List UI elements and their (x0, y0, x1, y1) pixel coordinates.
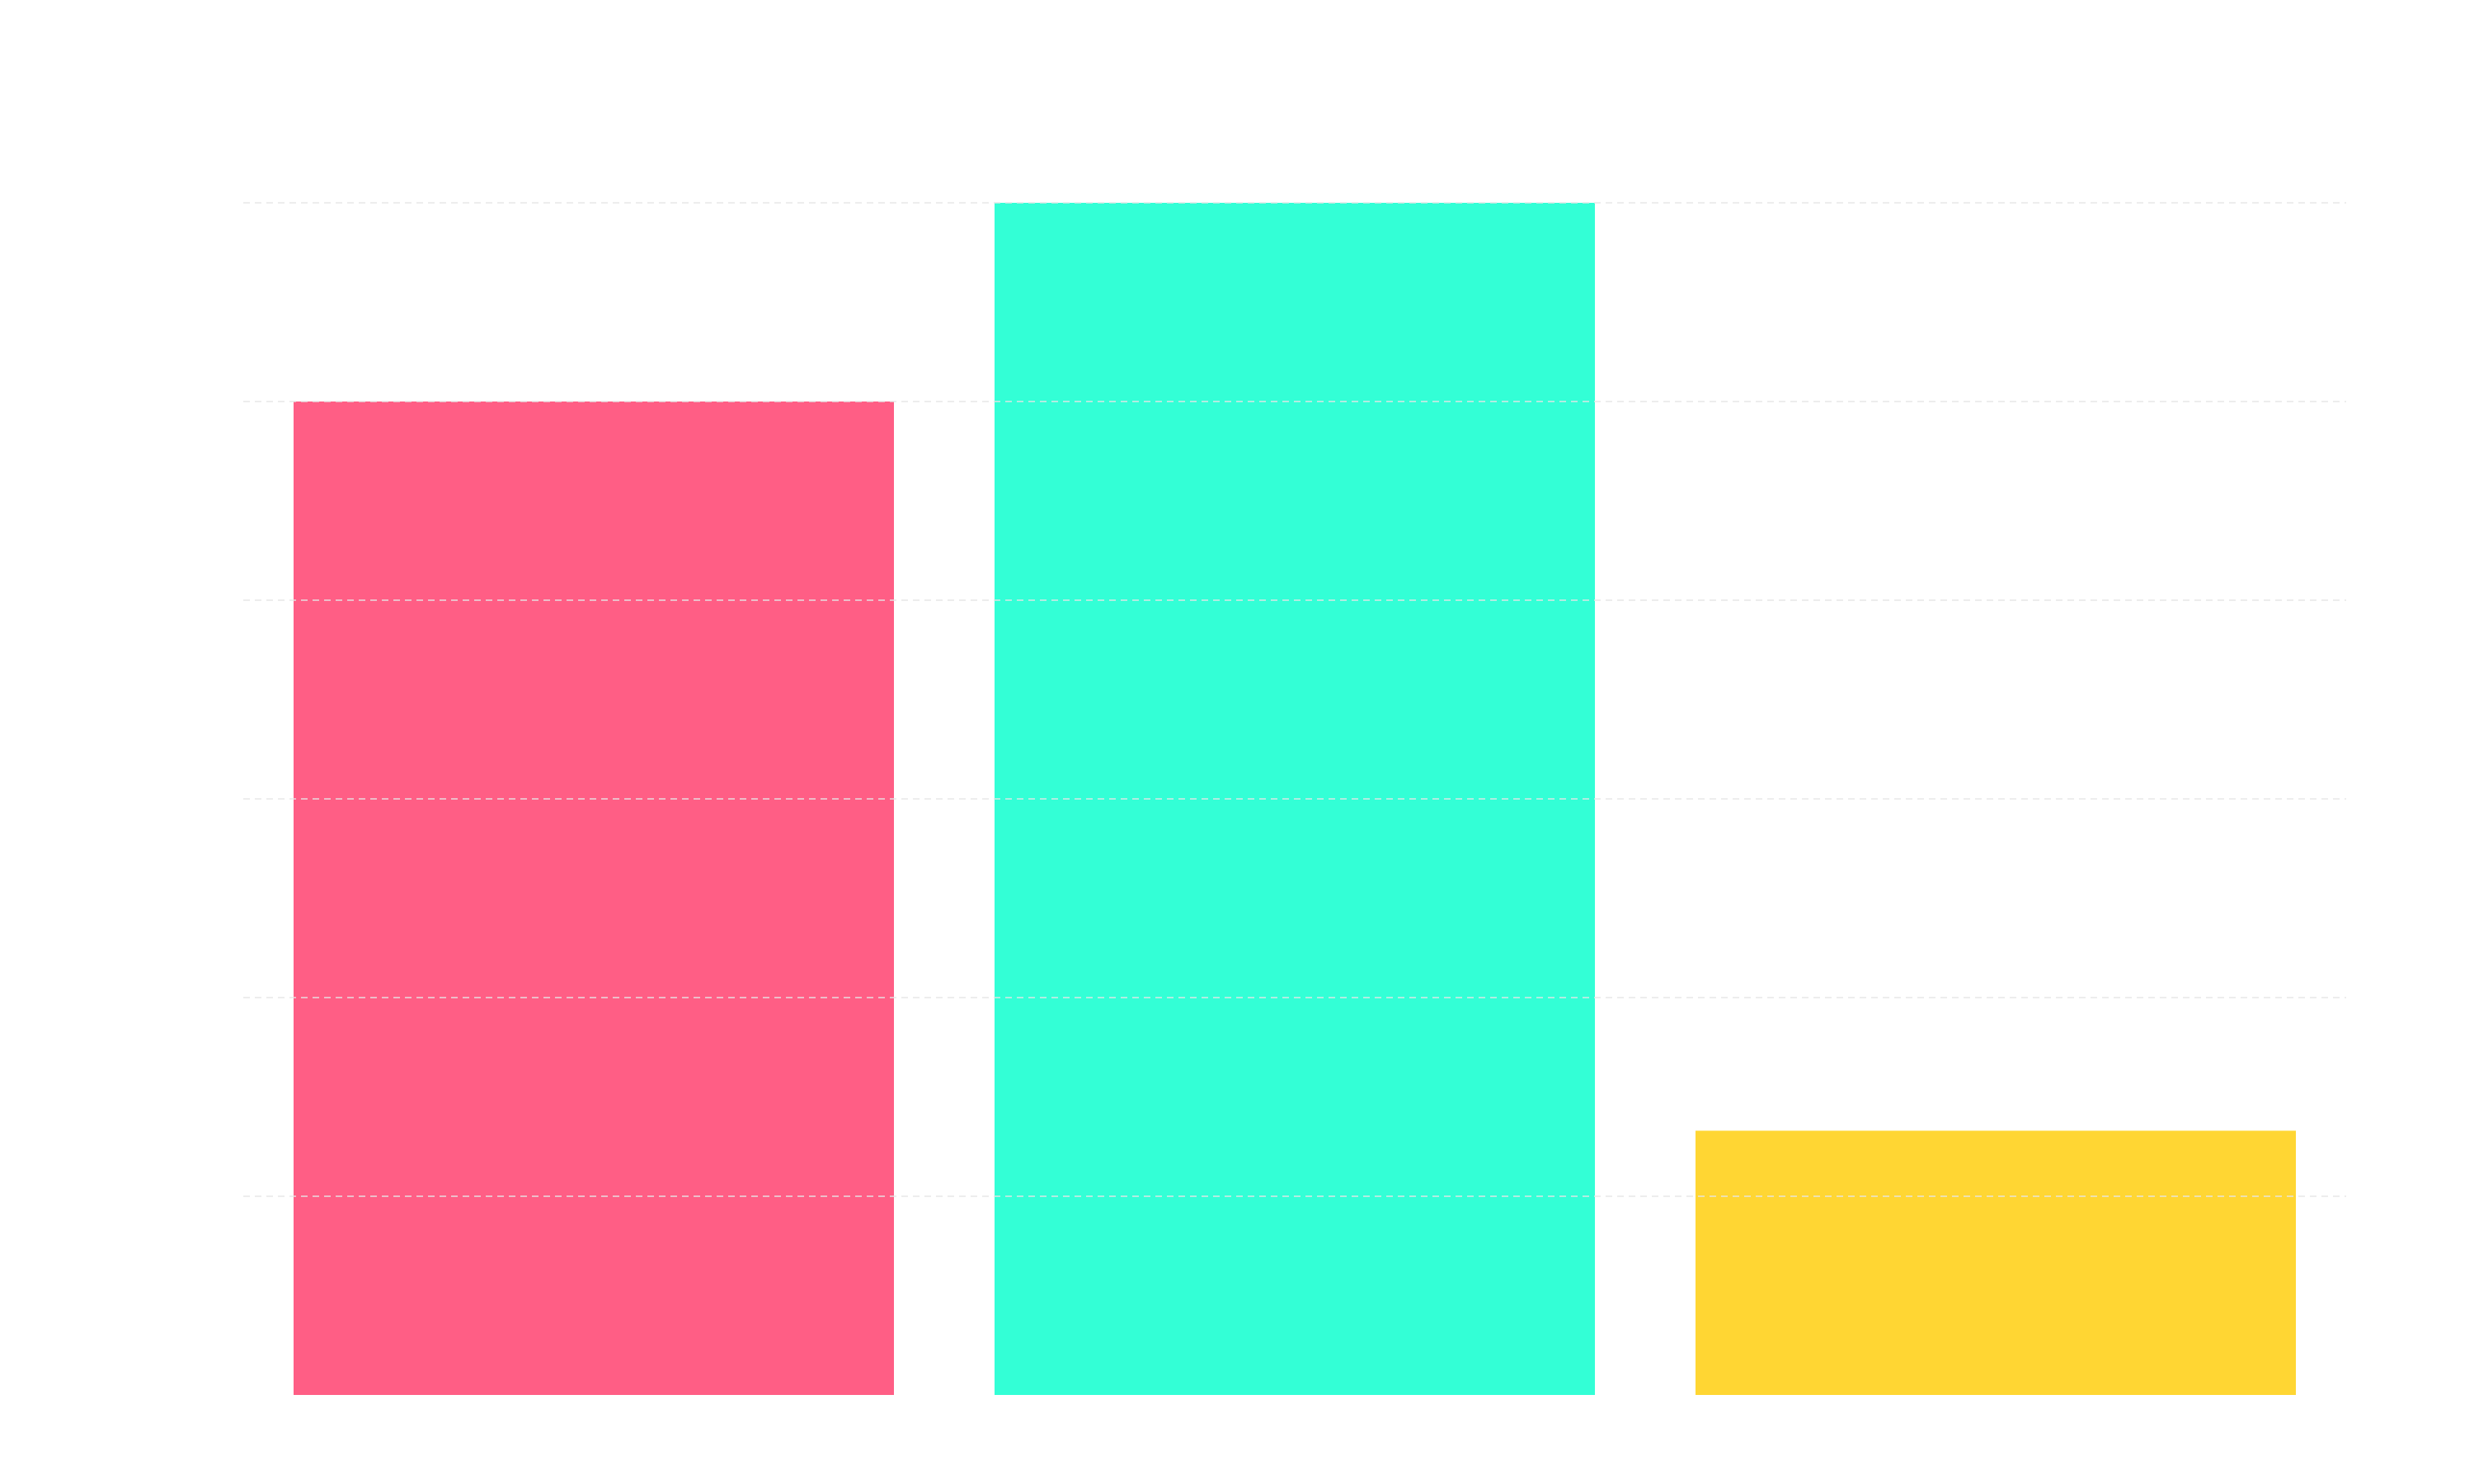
bar-1 (294, 402, 894, 1395)
bar-3 (1696, 1130, 2296, 1395)
grid-layer (243, 202, 2346, 1197)
